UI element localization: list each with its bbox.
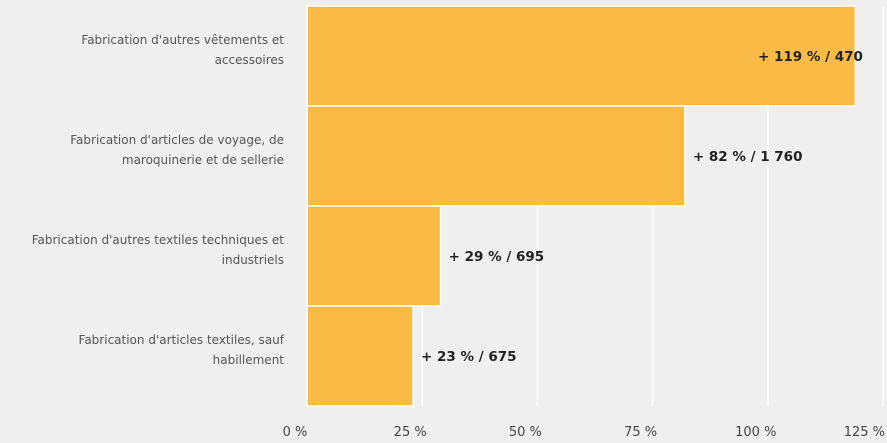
data-labels: + 119 % / 470 + 82 % / 1 760 + 29 % / 695 +… xyxy=(421,49,863,365)
x-tick-label-5: 125 % xyxy=(844,425,885,440)
bars xyxy=(306,5,857,407)
data-label-1: + 82 % / 1 760 xyxy=(693,149,803,165)
category-labels: Fabrication d'autres vêtements et accesso… xyxy=(32,33,285,367)
x-tick-label-3: 75 % xyxy=(624,425,657,440)
category-label-line: Fabrication d'articles de voyage, de xyxy=(70,133,284,147)
category-label-line: Fabrication d'autres textiles techniques… xyxy=(32,233,285,247)
x-tick-label-0: 0 % xyxy=(283,425,308,440)
x-tick-label-4: 100 % xyxy=(735,425,776,440)
bar-3 xyxy=(306,305,414,407)
category-label-line: accessoires xyxy=(215,53,284,67)
x-tick-labels: 0 % 25 % 50 % 75 % 100 % 125 % xyxy=(283,425,885,440)
category-label-0: Fabrication d'autres vêtements et accesso… xyxy=(81,33,284,67)
category-label-line: industriels xyxy=(222,253,284,267)
data-label-2: + 29 % / 695 xyxy=(449,249,545,265)
category-label-2: Fabrication d'autres textiles techniques… xyxy=(32,233,285,267)
x-tick-label-2: 50 % xyxy=(509,425,542,440)
category-label-1: Fabrication d'articles de voyage, de maro… xyxy=(70,133,284,167)
category-label-3: Fabrication d'articles textiles, sauf hab… xyxy=(79,333,285,367)
data-label-0: + 119 % / 470 xyxy=(758,49,863,65)
category-label-line: Fabrication d'articles textiles, sauf xyxy=(79,333,285,347)
category-label-line: Fabrication d'autres vêtements et xyxy=(81,33,284,47)
data-label-3: + 23 % / 675 xyxy=(421,349,517,365)
category-label-line: maroquinerie et de sellerie xyxy=(122,153,284,167)
x-tick-label-1: 25 % xyxy=(394,425,427,440)
bar-0 xyxy=(306,5,857,107)
bar-1 xyxy=(306,105,686,207)
bar-2 xyxy=(306,205,442,307)
category-label-line: habillement xyxy=(213,353,285,367)
